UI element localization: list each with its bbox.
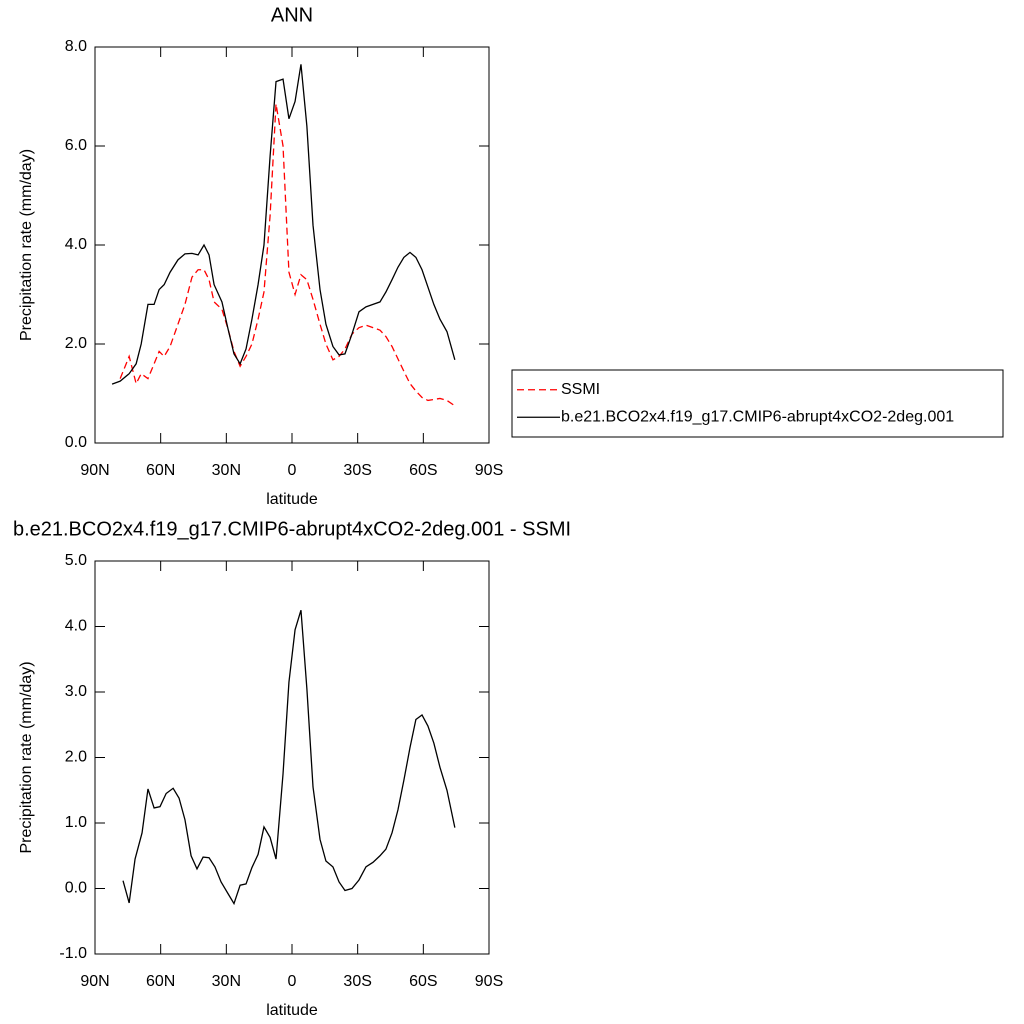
y-tick-label: 8.0 bbox=[65, 38, 87, 55]
x-axis-label: latitude bbox=[266, 1002, 318, 1019]
y-tick-label: 5.0 bbox=[65, 552, 87, 569]
x-tick-label: 60S bbox=[409, 973, 437, 990]
x-tick-label: 30S bbox=[343, 973, 371, 990]
legend-frame bbox=[511, 369, 1004, 438]
chart-title: ANN bbox=[271, 4, 313, 26]
y-tick-label: 0.0 bbox=[65, 434, 87, 451]
y-tick-label: 2.0 bbox=[65, 749, 87, 766]
plot-frame bbox=[94, 46, 490, 444]
x-tick-label: 30S bbox=[343, 462, 371, 479]
x-tick-label: 30N bbox=[212, 973, 241, 990]
x-tick-label: 90S bbox=[475, 973, 503, 990]
x-axis-label: latitude bbox=[266, 491, 318, 508]
x-tick-label: 0 bbox=[288, 462, 297, 479]
y-tick-label: 6.0 bbox=[65, 137, 87, 154]
data-line bbox=[119, 103, 456, 407]
x-tick-label: 60N bbox=[146, 462, 175, 479]
x-tick-label: 90N bbox=[80, 973, 109, 990]
data-line bbox=[122, 609, 456, 906]
legend-label: SSMI bbox=[561, 381, 600, 398]
x-tick-label: 30N bbox=[212, 462, 241, 479]
y-tick-label: 0.0 bbox=[65, 880, 87, 897]
y-axis-label: Precipitation rate (mm/day) bbox=[18, 149, 35, 341]
y-tick-label: 4.0 bbox=[65, 236, 87, 253]
x-tick-label: 60S bbox=[409, 462, 437, 479]
x-tick-label: 0 bbox=[288, 973, 297, 990]
legend-label: b.e21.BCO2x4.f19_g17.CMIP6-abrupt4xCO2-2… bbox=[561, 408, 954, 425]
y-axis-label: Precipitation rate (mm/day) bbox=[18, 661, 35, 853]
x-tick-label: 60N bbox=[146, 973, 175, 990]
data-line bbox=[111, 64, 456, 385]
plot-frame bbox=[94, 560, 490, 955]
y-tick-label: 3.0 bbox=[65, 683, 87, 700]
y-tick-label: -1.0 bbox=[59, 945, 87, 962]
y-tick-label: 2.0 bbox=[65, 335, 87, 352]
x-tick-label: 90N bbox=[80, 462, 109, 479]
chart-title: b.e21.BCO2x4.f19_g17.CMIP6-abrupt4xCO2-2… bbox=[13, 518, 571, 540]
x-tick-label: 90S bbox=[475, 462, 503, 479]
y-tick-label: 1.0 bbox=[65, 814, 87, 831]
y-tick-label: 4.0 bbox=[65, 618, 87, 635]
